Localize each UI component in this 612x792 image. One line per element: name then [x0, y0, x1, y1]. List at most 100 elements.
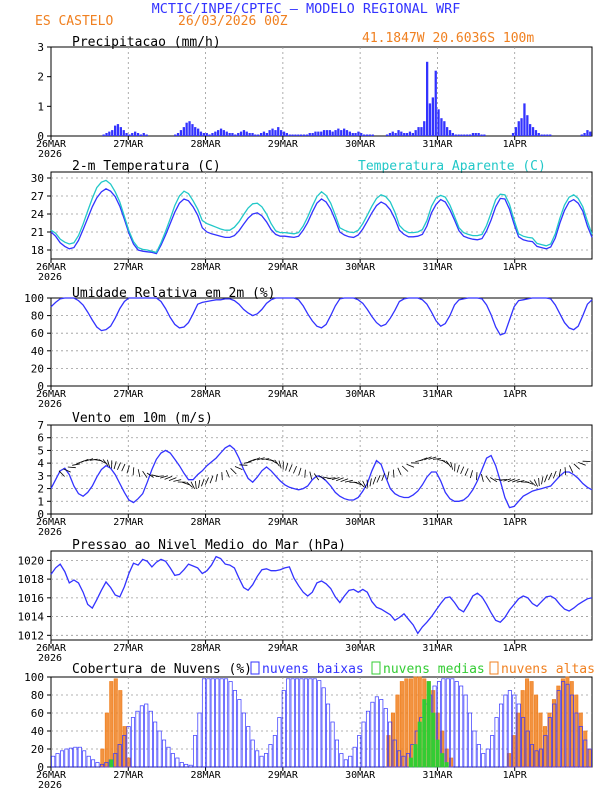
cloud-bar-nuvens-baixas: [516, 703, 521, 768]
precip-bar: [351, 133, 354, 136]
precip-bar: [145, 134, 148, 136]
wind-barb: [498, 479, 508, 481]
wind-xtick-label: 31MAR: [422, 517, 453, 528]
clouds-xtick-label: 26MAR: [36, 770, 67, 781]
pres-series-0: [50, 555, 593, 635]
wind-barb: [541, 476, 544, 485]
precip-bar: [320, 131, 323, 136]
cloud-bar-nuvens-baixas: [104, 762, 109, 768]
cloud-bar-nuvens-baixas: [383, 708, 388, 768]
precip-bar: [417, 127, 420, 136]
rh-year-label: 2026: [38, 399, 62, 410]
temp-ytick-label: 21: [31, 226, 44, 239]
precip-bar: [254, 134, 257, 136]
wind-barb: [344, 479, 353, 483]
temp-frame: [50, 171, 593, 260]
precip-bar: [179, 130, 183, 136]
precip-bar: [208, 134, 211, 136]
cloud-bar-nuvens-medias: [413, 744, 418, 768]
precip-bar: [483, 134, 486, 136]
wind-barb: [564, 467, 567, 476]
rh-ytick-label: 100: [24, 292, 44, 305]
precip-bar: [122, 130, 125, 136]
wind-barb: [137, 469, 141, 478]
pres-title: Pressao ao Nivel Medio do Mar (hPa): [72, 538, 346, 553]
precip-title: Precipitacao (mm/h): [72, 35, 221, 50]
wind-barb: [274, 459, 280, 467]
cloud-bar-nuvens-baixas: [507, 690, 512, 768]
rh-xtick-label: 26MAR: [36, 389, 67, 400]
precip-bar: [343, 128, 346, 136]
wind-barb: [357, 481, 365, 488]
cloud-bar-nuvens-baixas: [490, 735, 495, 768]
precip-bar: [302, 134, 306, 136]
precip-bar: [199, 131, 203, 136]
cloud-bar-nuvens-baixas: [352, 746, 357, 768]
cloud-bar-nuvens-baixas: [210, 678, 215, 768]
wind-barb: [146, 472, 154, 478]
legend-high-swatch: [489, 661, 499, 675]
wind-barb: [195, 481, 197, 490]
pres-frame: [50, 550, 593, 641]
wind-barb: [239, 464, 248, 466]
clouds-ytick-label: 20: [31, 743, 44, 756]
temp-xtick-label: 31MAR: [422, 262, 453, 273]
cloud-bar-nuvens-medias: [440, 753, 445, 768]
wind-barb: [525, 481, 534, 485]
precip-bar: [589, 131, 592, 136]
pres-plot: 1012 1014 1016 1018 1020 26MAR 27MAR 28MAR 29MAR…: [18, 550, 593, 664]
precip-xtick-label: 29MAR: [268, 139, 299, 150]
wind-ytick-label: 1: [37, 495, 44, 508]
rh-ytick-label: 80: [31, 310, 44, 323]
run-date: 26/03/2026 00Z: [178, 14, 288, 29]
precip-xtick-label: 28MAR: [191, 139, 222, 150]
precip-bar: [176, 133, 180, 136]
model-title: MCTIC/INPE/CPTEC – MODELO REGIONAL WRF: [152, 1, 461, 17]
precip-bar: [480, 134, 483, 136]
cloud-bar-nuvens-baixas: [521, 717, 526, 768]
legend-low-swatch: [250, 661, 260, 675]
cloud-bar-nuvens-baixas: [51, 755, 56, 768]
wind-barb: [573, 463, 580, 470]
precip-year-label: 2026: [38, 149, 62, 160]
precip-bar: [348, 131, 351, 136]
wind-barb: [198, 480, 201, 489]
precip-bar: [205, 133, 208, 136]
cloud-bar-nuvens-baixas: [232, 690, 237, 768]
precip-bar: [291, 134, 294, 136]
precip-bar: [440, 118, 443, 136]
wind-barb: [489, 477, 498, 483]
wind-barb: [445, 460, 452, 468]
wind-ytick-label: 4: [37, 457, 44, 470]
rh-ytick-label: 20: [31, 362, 44, 375]
cloud-bar-nuvens-baixas: [547, 717, 552, 768]
wind-barb: [252, 457, 261, 462]
cloud-bar-nuvens-baixas: [290, 678, 295, 768]
cloud-bar-nuvens-altas: [583, 730, 588, 768]
precip-bar: [225, 131, 228, 136]
wind-barb: [376, 475, 381, 483]
rh-xtick-label: 30MAR: [345, 389, 376, 400]
pres-xtick-label: 1APR: [503, 643, 528, 654]
wind-barb: [186, 481, 193, 488]
temp-xtick-label: 28MAR: [191, 262, 222, 273]
cloud-bar-nuvens-baixas: [467, 712, 472, 768]
temp-xtick-label: 1APR: [503, 262, 528, 273]
precip-bar: [357, 131, 360, 136]
precip-bar: [134, 131, 137, 136]
precip-bar: [265, 133, 268, 136]
cloud-bar-nuvens-baixas: [286, 678, 291, 768]
cloud-bar-nuvens-baixas: [503, 694, 508, 768]
precip-bar: [142, 133, 145, 136]
precip-bar: [371, 134, 374, 136]
precip-bar: [245, 131, 248, 136]
wind-barb: [533, 479, 538, 487]
rh-title: Umidade Relativa em 2m (%): [72, 286, 276, 301]
precip-bar: [408, 131, 412, 136]
cloud-bar-nuvens-baixas: [237, 699, 242, 768]
cloud-bar-nuvens-baixas: [334, 739, 339, 768]
cloud-bar-nuvens-baixas: [175, 757, 180, 768]
clouds-xtick-label: 30MAR: [345, 770, 376, 781]
wind-barb: [369, 478, 372, 487]
wind-barb: [372, 476, 377, 485]
